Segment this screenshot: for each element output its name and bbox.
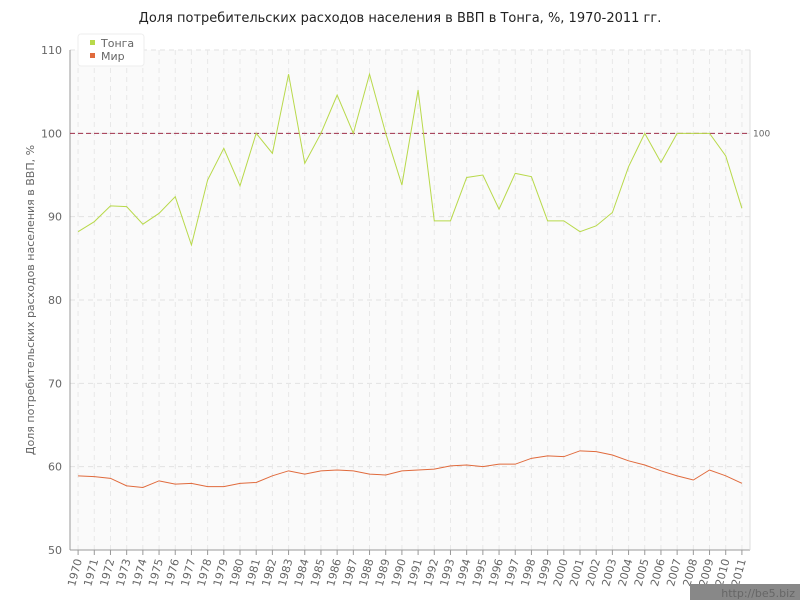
y-tick-label: 90 [48,211,62,224]
y-tick-label: 110 [41,44,62,57]
reference-label: 100 [753,129,770,139]
y-tick-label: 60 [48,461,62,474]
chart-title: Доля потребительских расходов населения … [139,11,662,26]
series-line [77,72,743,247]
legend-label: Мир [101,50,125,63]
watermark-bg [690,584,800,600]
y-tick-label: 50 [48,544,62,557]
legend-swatch [90,40,95,45]
y-tick-label: 100 [41,127,62,140]
series-line [78,450,743,489]
legend-label: Тонга [100,37,134,50]
y-tick-label: 80 [48,294,62,307]
legend-swatch [90,53,95,58]
watermark: http://be5.biz [721,587,795,600]
y-tick-label: 70 [48,377,62,390]
y-axis-label: Доля потребительских расходов населения … [24,145,37,455]
